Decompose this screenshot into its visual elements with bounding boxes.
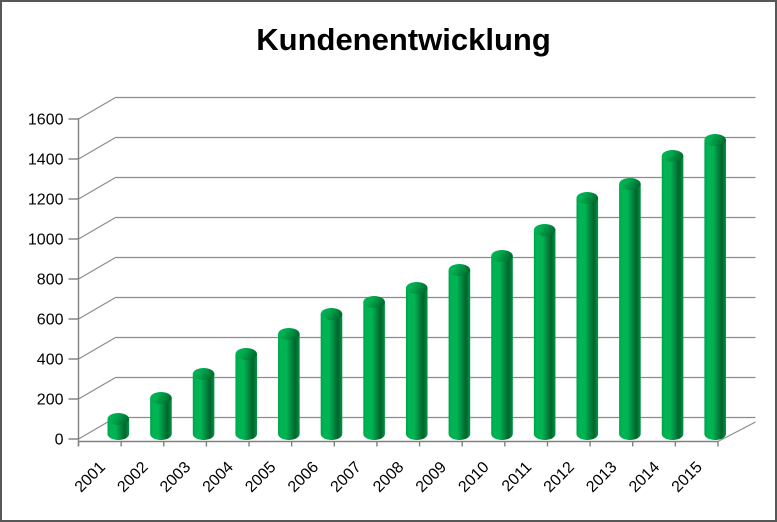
bar-top-face — [533, 224, 556, 236]
bar-bottom-cap — [533, 434, 556, 440]
bar-body — [363, 302, 385, 434]
bar-bottom-cap — [619, 434, 641, 440]
chart-title: Kundenentwicklung — [256, 22, 551, 57]
bar-top-face — [704, 134, 726, 146]
bar-2012 — [576, 192, 599, 440]
bar-2010 — [491, 250, 513, 440]
depth-line — [78, 96, 116, 120]
bar-bottom-cap — [235, 434, 258, 440]
x-category-label: 2008 — [370, 459, 407, 496]
bar-top-face — [192, 368, 215, 380]
bar-2001 — [107, 413, 130, 440]
depth-line — [78, 216, 116, 240]
bar-bottom-cap — [320, 434, 343, 440]
bar-2005 — [278, 328, 300, 440]
depth-line — [78, 176, 116, 200]
y-tick-label: 1000 — [28, 232, 64, 249]
bar-2011 — [533, 224, 556, 440]
bar-body — [491, 256, 513, 434]
bar-2008 — [405, 282, 428, 440]
x-category-label: 2015 — [669, 459, 706, 496]
bar-top-face — [150, 392, 172, 404]
bar-bottom-cap — [704, 434, 726, 440]
bar-bottom-cap — [150, 434, 172, 440]
bar-body — [278, 334, 300, 434]
y-tick-label: 1200 — [28, 192, 64, 209]
bar-bottom-cap — [278, 434, 300, 440]
bar-body — [661, 156, 684, 434]
bar-body — [235, 354, 258, 434]
bar-bottom-cap — [448, 434, 471, 440]
x-category-label: 2010 — [455, 459, 492, 496]
bar-2006 — [320, 308, 343, 440]
bar-body — [192, 374, 215, 434]
x-category-label: 2012 — [541, 459, 578, 496]
bar-bottom-cap — [192, 434, 215, 440]
y-tick-label: 1600 — [28, 112, 64, 129]
x-category-label: 2011 — [499, 459, 535, 495]
bar-body — [576, 198, 599, 434]
bar-body — [150, 398, 172, 434]
bar-top-face — [278, 328, 300, 340]
bar-body — [619, 184, 641, 434]
bar-2004 — [235, 348, 258, 440]
bar-body — [320, 314, 343, 434]
y-tick-label: 0 — [55, 432, 64, 449]
bar-bottom-cap — [491, 434, 513, 440]
x-category-label: 2014 — [626, 459, 663, 496]
bar-top-face — [320, 308, 343, 320]
depth-line — [78, 336, 116, 360]
bar-top-face — [619, 178, 641, 190]
x-category-label: 2005 — [242, 459, 279, 496]
bar-bottom-cap — [107, 434, 130, 440]
bar-top-face — [363, 296, 385, 308]
bar-body — [448, 270, 471, 434]
depth-line — [78, 256, 116, 280]
bar-2009 — [448, 264, 471, 440]
x-category-label: 2009 — [413, 459, 450, 496]
bar-bottom-cap — [576, 434, 599, 440]
y-tick-label: 1400 — [28, 152, 64, 169]
depth-line — [78, 296, 116, 320]
x-category-label: 2013 — [583, 459, 620, 496]
bar-bottom-cap — [661, 434, 684, 440]
bar-top-face — [235, 348, 258, 360]
bar-top-face — [405, 282, 428, 294]
bar-body — [533, 230, 556, 434]
bar-top-face — [448, 264, 471, 276]
depth-line — [78, 136, 116, 160]
x-category-label: 2001 — [72, 459, 109, 496]
bar-2015 — [704, 134, 726, 440]
bar-body — [704, 140, 726, 434]
floor-depth-line — [717, 421, 756, 443]
y-tick-label: 600 — [37, 312, 64, 329]
bar-body — [405, 288, 428, 434]
bar-top-face — [576, 192, 599, 204]
bar-2014 — [661, 150, 684, 440]
bar-bottom-cap — [363, 434, 385, 440]
x-category-label: 2007 — [328, 459, 365, 496]
y-tick-label: 400 — [37, 352, 64, 369]
bar-2007 — [363, 296, 385, 440]
bar-top-face — [661, 150, 684, 162]
bar-2013 — [619, 178, 641, 440]
bar-2002 — [150, 392, 172, 440]
x-category-label: 2006 — [285, 459, 322, 496]
bar-2003 — [192, 368, 215, 440]
bar-top-face — [491, 250, 513, 262]
x-category-label: 2003 — [157, 459, 194, 496]
y-tick-label: 200 — [37, 392, 64, 409]
bar-top-face — [107, 413, 130, 425]
x-category-label: 2002 — [114, 459, 151, 496]
depth-line — [78, 376, 116, 400]
x-category-label: 2004 — [200, 459, 237, 496]
bar-bottom-cap — [405, 434, 428, 440]
y-tick-label: 800 — [37, 272, 64, 289]
